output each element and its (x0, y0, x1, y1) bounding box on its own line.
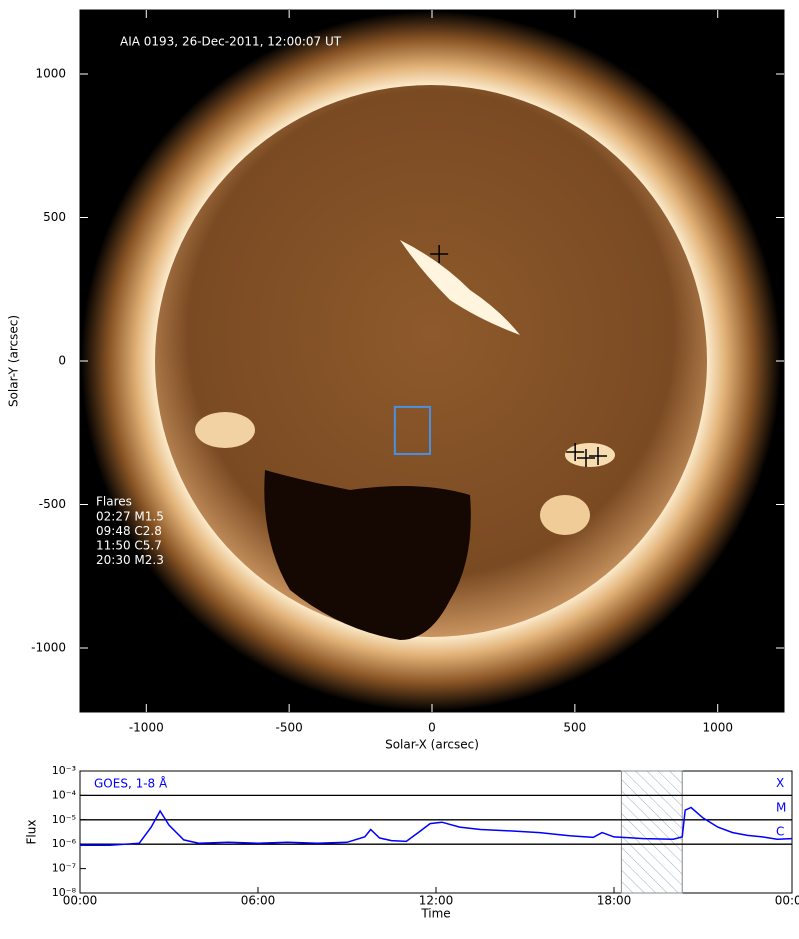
flare-marker (577, 449, 595, 468)
y-tick-label: 10⁻⁵ (52, 813, 76, 826)
y-tick-label: 10⁻⁴ (52, 788, 77, 801)
x-tick-label: 00:00 (775, 894, 799, 908)
y-axis-label: Solar-Y (arcsec) (7, 315, 21, 407)
coronal-hole (264, 470, 471, 640)
x-axis-label: Time (420, 907, 450, 921)
x-tick-label: -500 (276, 721, 303, 735)
region-box (393, 405, 432, 455)
y-tick-label: 1000 (35, 67, 66, 81)
flare-entry: 20:30 M2.3 (96, 553, 164, 567)
y-tick-label: 10⁻³ (52, 764, 76, 777)
x-axis-label: Solar-X (arcsec) (385, 738, 479, 752)
x-tick-label: 12:00 (419, 894, 454, 908)
active-region (540, 495, 590, 535)
x-tick-label: 06:00 (241, 894, 276, 908)
x-tick-label: -1000 (129, 721, 164, 735)
class-label: X (776, 776, 784, 790)
flux-line (80, 806, 793, 847)
y-axis-label: Flux (25, 820, 39, 845)
active-region (195, 412, 255, 448)
x-tick-label: 1000 (702, 721, 733, 735)
legend-label: GOES, 1-8 Å (94, 776, 168, 791)
time-span (620, 770, 683, 894)
x-tick-label: 00:00 (63, 894, 98, 908)
y-tick-label: 10⁻⁷ (52, 862, 76, 875)
flare-list-title: Flares (96, 495, 132, 509)
active-region (565, 443, 615, 467)
y-tick-label: -500 (39, 497, 66, 511)
class-label: M (776, 800, 786, 814)
image-title: AIA 0193, 26-Dec-2011, 12:00:07 UT (120, 35, 342, 49)
solar-image (80, 10, 784, 712)
y-tick-label: 0 (58, 354, 66, 368)
flare-entry: 11:50 C5.7 (96, 539, 162, 553)
y-tick-label: 10⁻⁸ (52, 886, 77, 899)
x-tick-label: 500 (563, 721, 586, 735)
flare-entry: 09:48 C2.8 (96, 524, 162, 538)
flare-marker (430, 244, 449, 263)
x-tick-label: 18:00 (597, 894, 632, 908)
x-tick-label: 0 (428, 721, 436, 735)
y-tick-label: -1000 (31, 640, 66, 654)
flare-marker (566, 442, 585, 461)
y-tick-label: 10⁻⁶ (52, 837, 77, 850)
flare-entry: 02:27 M1.5 (96, 510, 164, 524)
active-region (400, 240, 520, 335)
y-tick-label: 500 (43, 210, 66, 224)
flare-marker (589, 446, 607, 465)
class-label: C (776, 825, 784, 839)
plot-frame (79, 770, 793, 894)
